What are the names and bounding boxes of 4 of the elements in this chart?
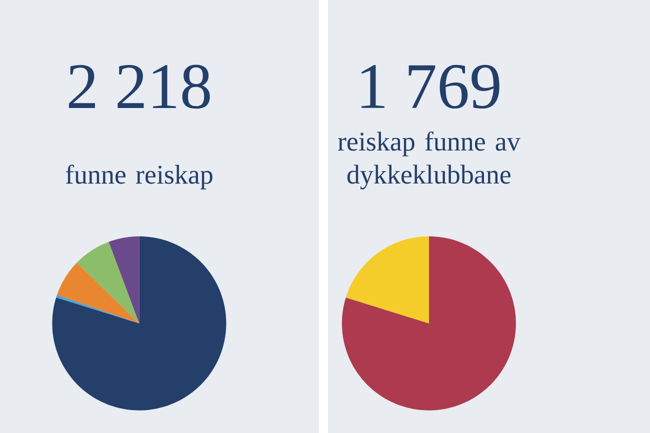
chart-subtitle: funne reiskap: [66, 164, 212, 190]
chart-title: 2 218: [68, 64, 210, 109]
chart-subtitle: reiskap funne av dykkeklubbane: [338, 132, 520, 190]
chart-title: 1 769: [361, 64, 500, 109]
